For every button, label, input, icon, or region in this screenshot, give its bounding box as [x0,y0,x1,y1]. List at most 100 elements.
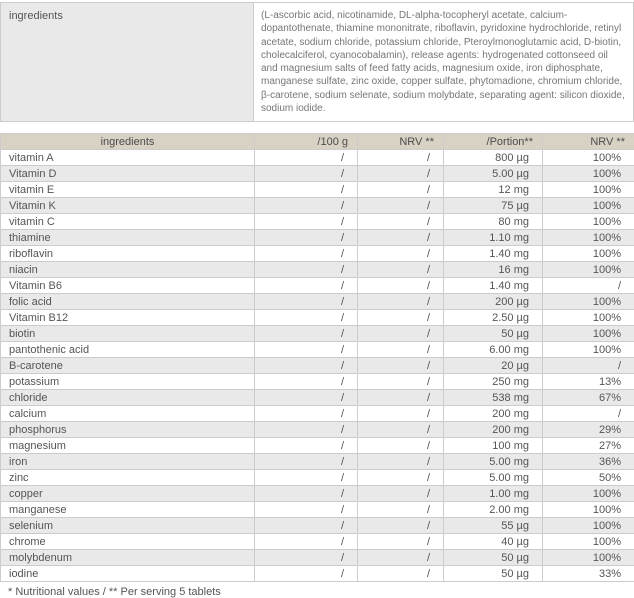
table-row: molybdenum / / 50 µg 100% [1,550,634,566]
nrv-portion-cell: 100% [543,246,634,262]
nutrient-name-cell: pantothenic acid [1,342,255,358]
per-100g-cell: / [255,534,358,550]
nrv-portion-cell: 100% [543,326,634,342]
ingredients-section-label: ingredients [1,3,254,121]
per-portion-cell: 1.40 mg [444,278,543,294]
nrv-100g-cell: / [358,502,444,518]
nrv-portion-cell: 100% [543,230,634,246]
table-row: riboflavin / / 1.40 mg 100% [1,246,634,262]
nrv-portion-cell: 100% [543,310,634,326]
table-row: phosphorus / / 200 mg 29% [1,422,634,438]
nutrient-name-cell: chrome [1,534,255,550]
footnote: * Nutritional values / ** Per serving 5 … [0,582,634,598]
per-portion-cell: 200 mg [444,422,543,438]
nutrient-name-cell: iodine [1,566,255,582]
per-100g-cell: / [255,438,358,454]
table-row: niacin / / 16 mg 100% [1,262,634,278]
table-row: Vitamin K / / 75 µg 100% [1,198,634,214]
table-row: pantothenic acid / / 6.00 mg 100% [1,342,634,358]
nrv-portion-cell: 100% [543,150,634,166]
table-row: chloride / / 538 mg 67% [1,390,634,406]
nutrient-name-cell: folic acid [1,294,255,310]
nrv-portion-cell: 67% [543,390,634,406]
header-nrv-portion: NRV ** [543,134,634,150]
per-portion-cell: 1.10 mg [444,230,543,246]
per-portion-cell: 20 µg [444,358,543,374]
per-portion-cell: 100 mg [444,438,543,454]
table-row: potassium / / 250 mg 13% [1,374,634,390]
per-100g-cell: / [255,422,358,438]
per-100g-cell: / [255,294,358,310]
table-row: folic acid / / 200 µg 100% [1,294,634,310]
section-gap [0,122,634,133]
nutrient-name-cell: vitamin E [1,182,255,198]
table-row: zinc / / 5.00 mg 50% [1,470,634,486]
nutrient-name-cell: manganese [1,502,255,518]
table-row: calcium / / 200 mg / [1,406,634,422]
nrv-100g-cell: / [358,486,444,502]
nrv-100g-cell: / [358,454,444,470]
nrv-portion-cell: 100% [543,182,634,198]
nutrient-name-cell: Vitamin D [1,166,255,182]
nutrition-table-body: vitamin A / / 800 µg 100% Vitamin D / / … [1,150,634,582]
per-portion-cell: 75 µg [444,198,543,214]
per-portion-cell: 800 µg [444,150,543,166]
nutrient-name-cell: Vitamin B6 [1,278,255,294]
table-row: manganese / / 2.00 mg 100% [1,502,634,518]
per-100g-cell: / [255,214,358,230]
per-portion-cell: 55 µg [444,518,543,534]
nrv-portion-cell: 100% [543,486,634,502]
per-100g-cell: / [255,310,358,326]
nrv-100g-cell: / [358,182,444,198]
nrv-portion-cell: 100% [543,342,634,358]
nrv-100g-cell: / [358,278,444,294]
per-portion-cell: 538 mg [444,390,543,406]
nrv-portion-cell: / [543,406,634,422]
nrv-100g-cell: / [358,374,444,390]
per-100g-cell: / [255,406,358,422]
nrv-100g-cell: / [358,214,444,230]
nutrient-name-cell: selenium [1,518,255,534]
nrv-portion-cell: 27% [543,438,634,454]
per-portion-cell: 6.00 mg [444,342,543,358]
nutrient-name-cell: Vitamin B12 [1,310,255,326]
table-row: selenium / / 55 µg 100% [1,518,634,534]
nrv-100g-cell: / [358,438,444,454]
per-portion-cell: 2.50 µg [444,310,543,326]
nrv-100g-cell: / [358,262,444,278]
per-100g-cell: / [255,150,358,166]
nrv-100g-cell: / [358,518,444,534]
nutrient-name-cell: magnesium [1,438,255,454]
table-row: thiamine / / 1.10 mg 100% [1,230,634,246]
per-portion-cell: 16 mg [444,262,543,278]
per-100g-cell: / [255,550,358,566]
per-portion-cell: 5.00 mg [444,470,543,486]
header-nrv-100g: NRV ** [358,134,444,150]
per-100g-cell: / [255,342,358,358]
nutrient-name-cell: niacin [1,262,255,278]
nrv-portion-cell: 36% [543,454,634,470]
nrv-100g-cell: / [358,310,444,326]
nrv-portion-cell: 100% [543,294,634,310]
nrv-100g-cell: / [358,358,444,374]
table-row: chrome / / 40 µg 100% [1,534,634,550]
per-portion-cell: 2.00 mg [444,502,543,518]
table-row: iodine / / 50 µg 33% [1,566,634,582]
per-100g-cell: / [255,390,358,406]
nrv-portion-cell: 100% [543,502,634,518]
nrv-portion-cell: 100% [543,166,634,182]
nutrient-name-cell: biotin [1,326,255,342]
nrv-portion-cell: 29% [543,422,634,438]
per-100g-cell: / [255,230,358,246]
nrv-portion-cell: / [543,358,634,374]
per-portion-cell: 1.40 mg [444,246,543,262]
nrv-100g-cell: / [358,198,444,214]
nrv-100g-cell: / [358,390,444,406]
nutrient-name-cell: calcium [1,406,255,422]
nrv-portion-cell: 100% [543,214,634,230]
header-per-100g: /100 g [255,134,358,150]
per-portion-cell: 5.00 µg [444,166,543,182]
nutrient-name-cell: potassium [1,374,255,390]
per-100g-cell: / [255,166,358,182]
